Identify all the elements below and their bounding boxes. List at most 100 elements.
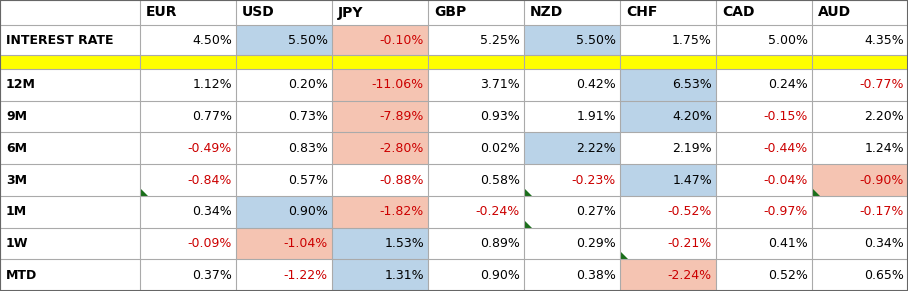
Bar [812, 164, 908, 196]
Bar [620, 259, 716, 291]
Bar [0, 0, 140, 25]
Text: NZD: NZD [530, 6, 563, 19]
Bar [236, 55, 332, 69]
Bar [332, 228, 428, 259]
Text: MTD: MTD [6, 269, 37, 282]
Bar [332, 69, 428, 101]
Bar [428, 259, 524, 291]
Polygon shape [140, 188, 148, 196]
Text: 1.91%: 1.91% [577, 110, 616, 123]
Bar [140, 55, 236, 69]
Text: 1.75%: 1.75% [672, 33, 712, 47]
Bar [716, 132, 812, 164]
Bar [620, 196, 716, 228]
Bar [0, 25, 140, 55]
Bar [716, 25, 812, 55]
Text: INTEREST RATE: INTEREST RATE [6, 33, 113, 47]
Bar [716, 259, 812, 291]
Text: 1.12%: 1.12% [192, 78, 232, 91]
Text: AUD: AUD [818, 6, 851, 19]
Bar [140, 25, 236, 55]
Text: -0.10%: -0.10% [380, 33, 424, 47]
Text: -1.82%: -1.82% [380, 205, 424, 218]
Bar [812, 101, 908, 132]
Text: 3.71%: 3.71% [480, 78, 520, 91]
Text: EUR: EUR [146, 6, 177, 19]
Bar [620, 55, 716, 69]
Text: -2.80%: -2.80% [380, 142, 424, 155]
Text: 1M: 1M [6, 205, 27, 218]
Text: 6M: 6M [6, 142, 27, 155]
Text: -1.22%: -1.22% [284, 269, 328, 282]
Text: 0.02%: 0.02% [480, 142, 520, 155]
Bar [812, 228, 908, 259]
Polygon shape [812, 188, 820, 196]
Text: -0.97%: -0.97% [764, 205, 808, 218]
Polygon shape [620, 251, 628, 259]
Bar [524, 259, 620, 291]
Text: GBP: GBP [434, 6, 466, 19]
Text: -0.24%: -0.24% [476, 205, 520, 218]
Bar [0, 55, 140, 69]
Bar [620, 132, 716, 164]
Text: 0.58%: 0.58% [480, 173, 520, 187]
Bar [140, 132, 236, 164]
Bar [620, 25, 716, 55]
Bar [0, 101, 140, 132]
Bar [236, 164, 332, 196]
Text: -0.04%: -0.04% [764, 173, 808, 187]
Text: 0.90%: 0.90% [480, 269, 520, 282]
Text: 0.24%: 0.24% [768, 78, 808, 91]
Bar [140, 0, 236, 25]
Bar [428, 196, 524, 228]
Bar [716, 164, 812, 196]
Bar [140, 101, 236, 132]
Bar [332, 259, 428, 291]
Text: 2.19%: 2.19% [673, 142, 712, 155]
Text: 0.77%: 0.77% [192, 110, 232, 123]
Text: 4.50%: 4.50% [192, 33, 232, 47]
Bar [428, 164, 524, 196]
Text: 0.52%: 0.52% [768, 269, 808, 282]
Bar [236, 69, 332, 101]
Polygon shape [524, 188, 532, 196]
Bar [0, 196, 140, 228]
Text: 0.34%: 0.34% [864, 237, 904, 250]
Bar [140, 259, 236, 291]
Text: 12M: 12M [6, 78, 36, 91]
Bar [524, 0, 620, 25]
Text: 1.31%: 1.31% [384, 269, 424, 282]
Bar [524, 196, 620, 228]
Polygon shape [524, 220, 532, 228]
Bar [812, 196, 908, 228]
Bar [332, 25, 428, 55]
Text: -0.21%: -0.21% [667, 237, 712, 250]
Text: 0.73%: 0.73% [288, 110, 328, 123]
Text: JPY: JPY [338, 6, 363, 19]
Text: -11.06%: -11.06% [372, 78, 424, 91]
Text: 5.25%: 5.25% [480, 33, 520, 47]
Bar [812, 132, 908, 164]
Bar [716, 0, 812, 25]
Bar [0, 164, 140, 196]
Bar [428, 0, 524, 25]
Text: 6.53%: 6.53% [672, 78, 712, 91]
Bar [332, 164, 428, 196]
Bar [524, 101, 620, 132]
Bar [236, 0, 332, 25]
Text: 0.27%: 0.27% [576, 205, 616, 218]
Bar [716, 101, 812, 132]
Bar [140, 164, 236, 196]
Text: 9M: 9M [6, 110, 27, 123]
Text: 0.93%: 0.93% [480, 110, 520, 123]
Text: -2.24%: -2.24% [668, 269, 712, 282]
Text: 0.29%: 0.29% [577, 237, 616, 250]
Text: -0.52%: -0.52% [667, 205, 712, 218]
Bar [0, 69, 140, 101]
Text: -7.89%: -7.89% [380, 110, 424, 123]
Text: 3M: 3M [6, 173, 27, 187]
Text: 2.22%: 2.22% [577, 142, 616, 155]
Text: 5.50%: 5.50% [288, 33, 328, 47]
Bar [428, 69, 524, 101]
Bar [332, 55, 428, 69]
